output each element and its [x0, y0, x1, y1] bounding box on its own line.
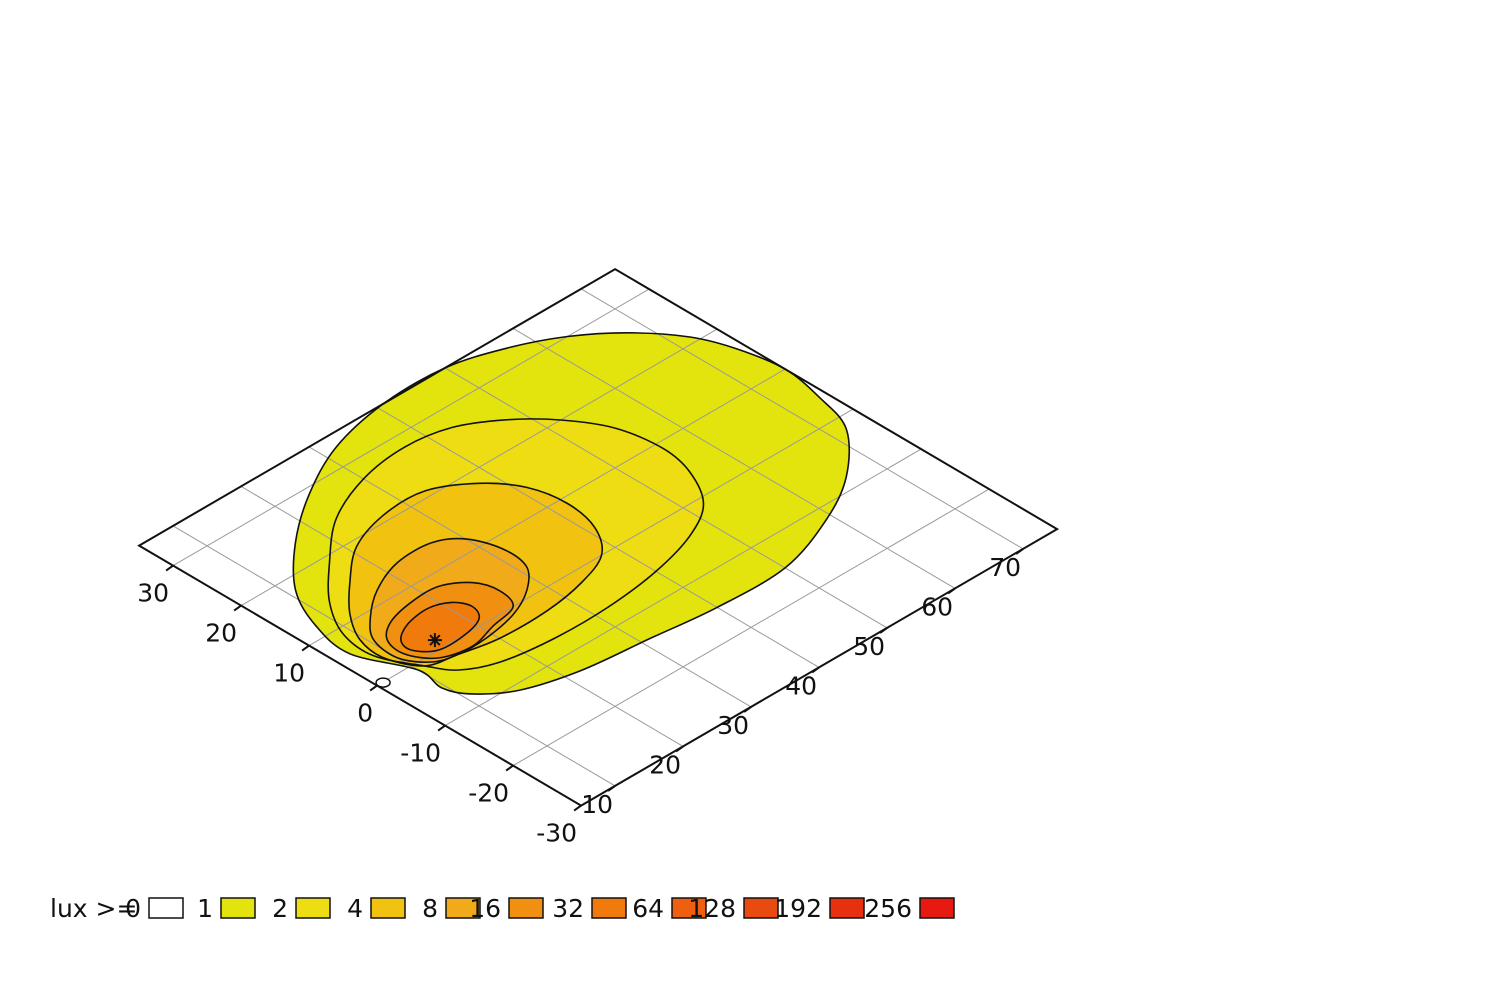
tick-mark-y [675, 745, 684, 753]
grid-line-y [240, 485, 684, 747]
legend-swatch [743, 897, 779, 919]
grid-line-x [376, 408, 854, 687]
luminaire-position [375, 677, 391, 688]
legend-label: 0 [125, 894, 141, 923]
legend-swatch [919, 897, 955, 919]
plot-frame [137, 267, 1060, 807]
tick-label-x: 20 [205, 619, 237, 648]
grid-line-y [444, 367, 888, 629]
tick-mark-y [743, 706, 752, 713]
legend-swatch [591, 897, 627, 919]
tick-mark-y [879, 627, 888, 634]
isolux-fills [293, 332, 850, 695]
max-point-marker [429, 634, 441, 646]
grid-line-x [240, 328, 718, 607]
tick-mark-y [947, 587, 956, 595]
tick-mark-x [233, 604, 242, 612]
legend-label: 4 [347, 894, 363, 923]
tick-mark-x [301, 644, 310, 652]
legend-swatch [370, 897, 406, 919]
isolux-lines [292, 331, 851, 695]
tick-label-x: 30 [137, 579, 169, 608]
grid [172, 288, 1024, 787]
legend: lux >= 0 1 2 4 8 16 32 64 128 192 256 [50, 894, 955, 923]
legend-title: lux >= [50, 894, 145, 923]
grid-line-y [376, 406, 820, 668]
legend-label: 2 [272, 894, 288, 923]
tick-label-y: 40 [785, 671, 817, 700]
tick-mark-x [437, 724, 446, 732]
tick-mark-x [369, 684, 378, 692]
tick-mark-y [1015, 548, 1024, 555]
tick-mark-x [165, 564, 174, 572]
isolux-line-1 [292, 331, 851, 695]
tick-label-y: 60 [921, 592, 953, 621]
isolux-line-16 [385, 581, 514, 660]
luminaire-marker [375, 633, 442, 688]
tick-label-y: 50 [853, 632, 885, 661]
tick-mark-x [573, 804, 582, 812]
tick-label-y: 10 [581, 790, 613, 819]
isolux-line-2 [327, 418, 705, 671]
tick-mark-y [811, 666, 820, 674]
grid-line-y [580, 288, 1024, 550]
grid-line-y [512, 327, 956, 589]
isolux-line-8 [369, 537, 530, 663]
grid-line-x [172, 288, 650, 567]
legend-swatch [508, 897, 544, 919]
tick-mark-y [607, 785, 616, 792]
legend-label: 32 [552, 894, 584, 923]
legend-label: 8 [422, 894, 438, 923]
grid-line-x [444, 448, 922, 727]
isolux-line-32 [400, 601, 481, 653]
legend-swatch [148, 897, 184, 919]
tick-label-x: -30 [536, 819, 577, 848]
tick-label-x: -10 [400, 739, 441, 768]
tick-label-x: 0 [357, 699, 373, 728]
legend-label: 256 [864, 894, 912, 923]
tick-label-y: 20 [649, 750, 681, 779]
axis-ticks: 10 20 30 40 50 60 70 -30 -20 -10 0 10 20 30 [137, 548, 1024, 848]
tick-label-y: 30 [717, 711, 749, 740]
legend-swatch [445, 897, 481, 919]
legend-swatch [295, 897, 331, 919]
grid-line-y [308, 446, 752, 708]
legend-swatch [671, 897, 707, 919]
isolux-line-4 [348, 482, 604, 667]
tick-label-y: 70 [989, 553, 1021, 582]
legend-label: 192 [774, 894, 822, 923]
legend-label: 1 [197, 894, 213, 923]
legend-label: 16 [469, 894, 501, 923]
legend-label: 64 [632, 894, 664, 923]
grid-line-x [512, 488, 990, 767]
grid-line-x [308, 368, 786, 647]
legend-label: 128 [688, 894, 736, 923]
tick-label-x: 10 [273, 659, 305, 688]
tick-mark-x [505, 764, 514, 772]
tick-label-x: -20 [468, 779, 509, 808]
legend-swatch [829, 897, 865, 919]
legend-swatch [220, 897, 256, 919]
plot-frame-outline [137, 267, 1060, 807]
